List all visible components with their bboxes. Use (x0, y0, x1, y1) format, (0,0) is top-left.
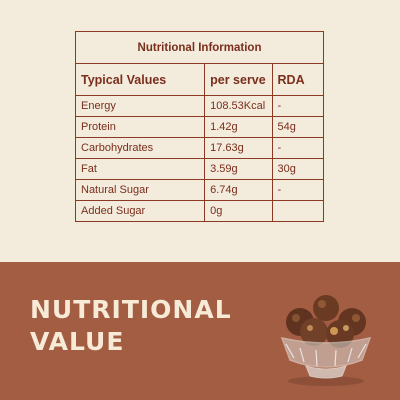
rda-value: 54g (271, 116, 325, 138)
nutrition-table-container: Nutritional Information Typical Values p… (74, 31, 325, 222)
rda-value (271, 200, 325, 222)
table-row: Protein 1.42g 54g (74, 116, 325, 138)
rda-value: - (271, 137, 325, 159)
rda-value: 30g (271, 158, 325, 180)
nutrient-name: Fat (74, 158, 206, 180)
rda-value: - (271, 179, 325, 201)
nutrient-name: Carbohydrates (74, 137, 206, 159)
table-title: Nutritional Information (75, 31, 324, 64)
nutrient-name: Added Sugar (74, 200, 206, 222)
headline-line-2: VALUE (30, 327, 125, 356)
header-rda: RDA (271, 63, 325, 96)
table-row: Energy 108.53Kcal - (74, 95, 325, 117)
table-header-row: Typical Values per serve RDA (74, 63, 325, 96)
per-serve-value: 17.63g (204, 137, 273, 159)
table-row: Fat 3.59g 30g (74, 158, 325, 180)
header-typical-values: Typical Values (74, 63, 206, 96)
per-serve-value: 6.74g (204, 179, 273, 201)
rda-value: - (271, 95, 325, 117)
table-row: Carbohydrates 17.63g - (74, 137, 325, 159)
per-serve-value: 3.59g (204, 158, 273, 180)
nutrient-name: Protein (74, 116, 206, 138)
headline-line-1: NUTRITIONAL (30, 295, 232, 324)
nutrition-table: Nutritional Information Typical Values p… (74, 31, 325, 222)
table-row: Natural Sugar 6.74g - (74, 179, 325, 201)
nutrient-name: Energy (74, 95, 206, 117)
header-per-serve: per serve (204, 63, 273, 96)
per-serve-value: 1.42g (204, 116, 273, 138)
bowl-of-laddoos-icon (280, 295, 372, 386)
table-row: Added Sugar 0g (74, 200, 325, 222)
headline: NUTRITIONAL VALUE (30, 294, 232, 358)
per-serve-value: 0g (204, 200, 273, 222)
per-serve-value: 108.53Kcal (204, 95, 273, 117)
nutrient-name: Natural Sugar (74, 179, 206, 201)
